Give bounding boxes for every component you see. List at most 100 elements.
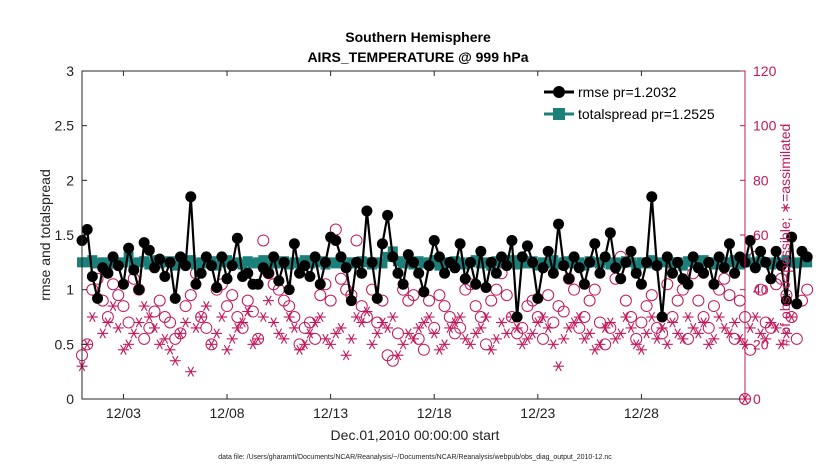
- obs-assimilated-point: [190, 322, 202, 333]
- totalspread-point: [247, 258, 258, 269]
- obs-assimilated-point: [703, 339, 715, 350]
- y-axis-left: 0 0.5 1 1.5 2 2.5 3: [55, 63, 87, 407]
- rmse-point: [351, 256, 363, 268]
- y-axis-right: 0 20 40 60 80 100 120: [740, 63, 777, 407]
- totalspread-point: [708, 259, 719, 270]
- obs-possible-point: [723, 289, 736, 302]
- rmse-point: [117, 278, 129, 290]
- obs-assimilated-point: [646, 311, 658, 323]
- x-tick-label: 12/03: [106, 405, 141, 421]
- rmse-point: [770, 245, 782, 257]
- obs-assimilated-point: [464, 339, 476, 350]
- obs-assimilated-point: [749, 311, 761, 323]
- rmse-point: [475, 245, 487, 257]
- rmse-point: [464, 256, 476, 268]
- obs-assimilated-point: [589, 344, 601, 355]
- obs-assimilated-point: [237, 317, 249, 328]
- rmse-point: [553, 218, 565, 230]
- totalspread-point: [657, 257, 668, 268]
- obs-assimilated-point: [563, 322, 575, 333]
- obs-possible-point: [423, 294, 436, 307]
- y-left-tick-label: 0.5: [55, 336, 75, 352]
- obs-possible-point: [635, 316, 648, 329]
- rmse-point: [703, 256, 715, 268]
- y-left-tick-label: 3: [66, 63, 74, 79]
- x-tick-label: 12/28: [624, 405, 659, 421]
- totalspread-point: [512, 259, 523, 270]
- rmse-point: [112, 260, 124, 272]
- obs-possible-point: [707, 300, 720, 313]
- chart-title-line-1: Southern Hemisphere: [345, 29, 491, 45]
- totalspread-point: [294, 258, 305, 269]
- rmse-point: [387, 251, 399, 263]
- obs-assimilated-point: [185, 366, 197, 377]
- rmse-point: [128, 264, 140, 276]
- obs-possible-point: [164, 316, 177, 329]
- rmse-point: [81, 224, 93, 236]
- rmse-point: [760, 256, 772, 268]
- obs-assimilated-point: [304, 328, 316, 339]
- obs-possible-point: [801, 283, 814, 296]
- totalspread-point: [786, 257, 797, 268]
- rmse-point: [599, 251, 611, 263]
- rmse-point: [610, 262, 622, 274]
- rmse-point: [231, 232, 243, 244]
- y-right-tick-label: 0: [753, 391, 761, 407]
- totalspread-point: [118, 257, 129, 268]
- obs-assimilated-point: [345, 333, 357, 344]
- rmse-point: [801, 251, 813, 263]
- x-tick-label: 12/23: [520, 405, 555, 421]
- rmse-point: [584, 256, 596, 268]
- y-right-tick-label: 20: [753, 336, 769, 352]
- rmse-point: [578, 278, 590, 290]
- obs-assimilated-point: [475, 322, 487, 333]
- obs-assimilated-point: [718, 322, 730, 333]
- rmse-point: [604, 227, 616, 239]
- obs-assimilated-point: [651, 333, 663, 344]
- obs-assimilated-point: [780, 328, 792, 339]
- totalspread-point: [185, 255, 196, 266]
- rmse-point: [496, 251, 508, 263]
- obs-assimilated-point: [516, 339, 528, 350]
- legend: rmse pr=1.2032 totalspread pr=1.2525: [536, 80, 738, 128]
- rmse-point: [713, 251, 725, 263]
- rmse-point: [537, 262, 549, 274]
- totalspread-point: [724, 257, 735, 268]
- rmse-point: [775, 260, 787, 272]
- rmse-point: [568, 251, 580, 263]
- obs-assimilated-point: [480, 311, 492, 323]
- totalspread-point: [771, 257, 782, 268]
- obs-assimilated-point: [309, 317, 321, 328]
- obs-assimilated-point: [149, 322, 161, 333]
- obs-assimilated-point: [713, 311, 725, 323]
- rmse-point: [133, 284, 145, 296]
- totalspread-point: [765, 259, 776, 270]
- rmse-point: [506, 234, 518, 246]
- obs-possible-point: [138, 332, 151, 345]
- obs-assimilated-point: [428, 328, 440, 339]
- obs-assimilated-point: [262, 295, 274, 306]
- totalspread-point: [82, 257, 93, 268]
- obs-assimilated-series: [76, 290, 798, 406]
- totalspread-point: [190, 259, 201, 270]
- obs-assimilated-point: [195, 311, 207, 323]
- data-file-footnote: data file: /Users/gharamti/Documents/NCA…: [218, 454, 612, 461]
- totalspread-point: [398, 258, 409, 269]
- obs-possible-point: [221, 300, 234, 313]
- totalspread-point: [289, 257, 300, 268]
- obs-assimilated-point: [330, 328, 342, 339]
- obs-possible-point: [179, 300, 192, 313]
- totalspread-point: [791, 258, 802, 269]
- totalspread-point: [92, 258, 103, 269]
- obs-assimilated-point: [361, 306, 373, 317]
- rmse-point: [439, 267, 451, 279]
- obs-possible-point: [661, 278, 674, 291]
- y-left-tick-label: 2.5: [55, 118, 75, 134]
- obs-assimilated-point: [485, 344, 497, 355]
- obs-assimilated-point: [454, 311, 466, 323]
- obs-assimilated-point: [117, 344, 129, 355]
- rmse-point: [164, 256, 176, 268]
- rmse-point: [620, 256, 632, 268]
- x-tick-label: 12/18: [417, 405, 452, 421]
- obs-assimilated-point: [221, 344, 233, 355]
